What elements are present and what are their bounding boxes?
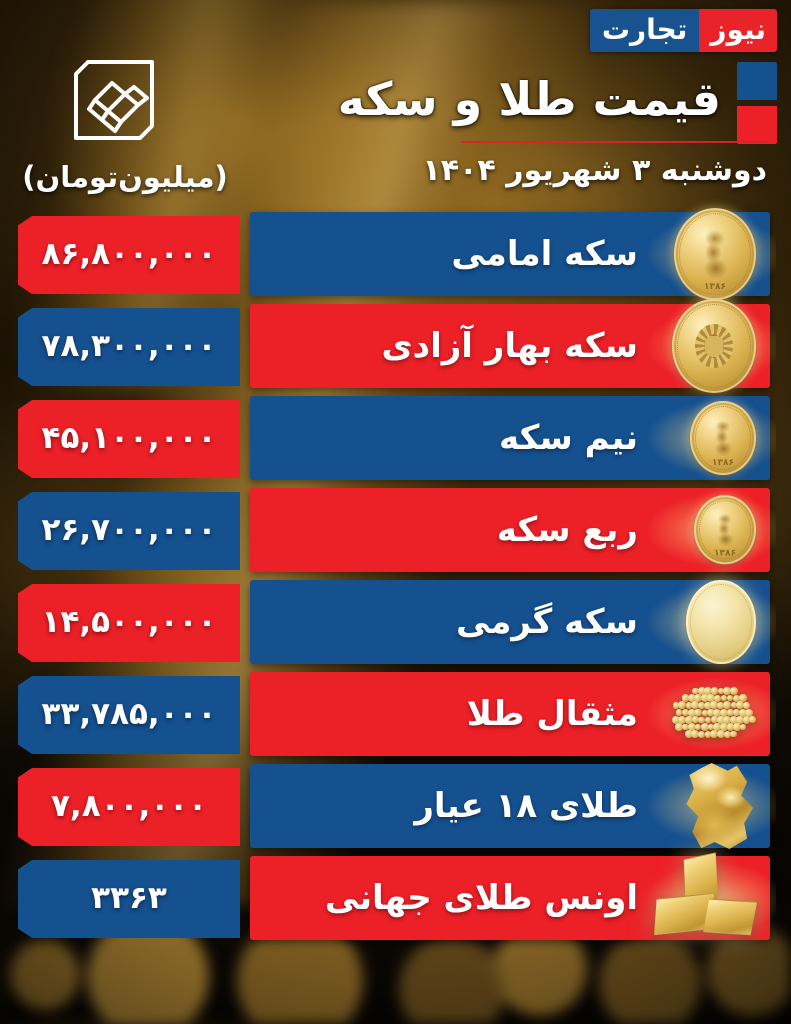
item-label-bar: سکه بهار آزادی — [250, 298, 776, 394]
item-label-bar: اونس طلای جهانی — [250, 852, 776, 944]
item-label-bar: سکه گرمی — [250, 576, 776, 668]
price-value-chip: ۷۸,۳۰۰,۰۰۰ — [18, 308, 240, 386]
table-row: ۴۵,۱۰۰,۰۰۰ نیم سکه ۱۳۸۶ — [0, 392, 791, 486]
gram-coin-icon — [686, 580, 756, 664]
item-label-bar: ربع سکه ۱۳۸۶ — [250, 484, 776, 576]
item-label-bar: سکه امامی ۱۳۸۶ — [250, 208, 776, 300]
price-value: ۱۴,۵۰۰,۰۰۰ — [41, 604, 217, 640]
price-value: ۸۶,۸۰۰,۰۰۰ — [41, 236, 217, 272]
table-row: ۳۳۶۳ اونس طلای جهانی — [0, 852, 791, 946]
price-value-chip: ۲۶,۷۰۰,۰۰۰ — [18, 492, 240, 570]
price-value-chip: ۴۵,۱۰۰,۰۰۰ — [18, 400, 240, 478]
item-name: سکه امامی — [451, 234, 638, 274]
unit-column: (میلیون‌تومان) — [0, 48, 250, 208]
flag-square-red — [737, 106, 777, 144]
gold-granules-icon — [670, 685, 757, 743]
price-value: ۷۸,۳۰۰,۰۰۰ — [41, 328, 217, 364]
price-value-chip: ۸۶,۸۰۰,۰۰۰ — [18, 216, 240, 294]
title-underline — [461, 141, 769, 143]
gold-bars-icon — [652, 856, 756, 940]
title-flag-mark — [737, 62, 777, 144]
price-value-chip: ۱۴,۵۰۰,۰۰۰ — [18, 584, 240, 662]
item-label-bar: نیم سکه ۱۳۸۶ — [250, 392, 776, 484]
table-row: ۳۳,۷۸۵,۰۰۰ مثقال طلا — [0, 668, 791, 762]
price-value: ۲۶,۷۰۰,۰۰۰ — [41, 512, 217, 548]
header: نیوز تجارت قیمت طلا و سکه دوشنبه ۳ شهریو… — [0, 0, 791, 205]
half-coin-icon: ۱۳۸۶ — [690, 401, 756, 475]
table-row: ۷,۸۰۰,۰۰۰ طلای ۱۸ عیار — [0, 760, 791, 854]
price-value: ۳۳,۷۸۵,۰۰۰ — [41, 696, 217, 732]
table-row: ۷۸,۳۰۰,۰۰۰ سکه بهار آزادی — [0, 298, 791, 394]
price-rows: ۸۶,۸۰۰,۰۰۰ سکه امامی ۱۳۸۶ ۷۸,۳۰۰,۰۰۰ سکه بها… — [0, 208, 791, 946]
page-date: دوشنبه ۳ شهریور ۱۴۰۴ — [422, 153, 767, 188]
page-title: قیمت طلا و سکه — [337, 72, 722, 126]
table-row: ۸۶,۸۰۰,۰۰۰ سکه امامی ۱۳۸۶ — [0, 208, 791, 302]
price-value: ۴۵,۱۰۰,۰۰۰ — [41, 420, 217, 456]
item-name: نیم سکه — [499, 418, 638, 458]
emami-coin-icon: ۱۳۸۶ — [674, 208, 756, 300]
price-value-chip: ۷,۸۰۰,۰۰۰ — [18, 768, 240, 846]
price-value-chip: ۳۳۶۳ — [18, 860, 240, 938]
tejaratnews-logo[interactable]: نیوز تجارت — [589, 9, 777, 52]
bahar-azadi-coin-icon — [672, 298, 756, 394]
item-name: سکه بهار آزادی — [381, 326, 638, 366]
item-name: طلای ۱۸ عیار — [414, 786, 638, 826]
item-name: ربع سکه — [496, 510, 638, 550]
price-value: ۷,۸۰۰,۰۰۰ — [51, 788, 207, 824]
item-name: اونس طلای جهانی — [324, 878, 638, 918]
table-row: ۱۴,۵۰۰,۰۰۰ سکه گرمی — [0, 576, 791, 670]
item-name: سکه گرمی — [455, 602, 638, 642]
item-name: مثقال طلا — [466, 694, 638, 734]
quarter-coin-icon: ۱۳۸۶ — [694, 495, 756, 565]
unit-label: (میلیون‌تومان) — [22, 160, 228, 194]
price-value: ۳۳۶۳ — [91, 880, 167, 916]
flag-square-blue — [737, 62, 777, 100]
price-value-chip: ۳۳,۷۸۵,۰۰۰ — [18, 676, 240, 754]
gold-nugget-icon — [682, 763, 756, 849]
gold-bars-icon — [68, 54, 160, 146]
logo-word-news: نیوز — [699, 9, 777, 52]
table-row: ۲۶,۷۰۰,۰۰۰ ربع سکه ۱۳۸۶ — [0, 484, 791, 578]
logo-word-tejarat: تجارت — [589, 9, 700, 52]
item-label-bar: مثقال طلا — [250, 668, 776, 760]
item-label-bar: طلای ۱۸ عیار — [250, 760, 776, 852]
